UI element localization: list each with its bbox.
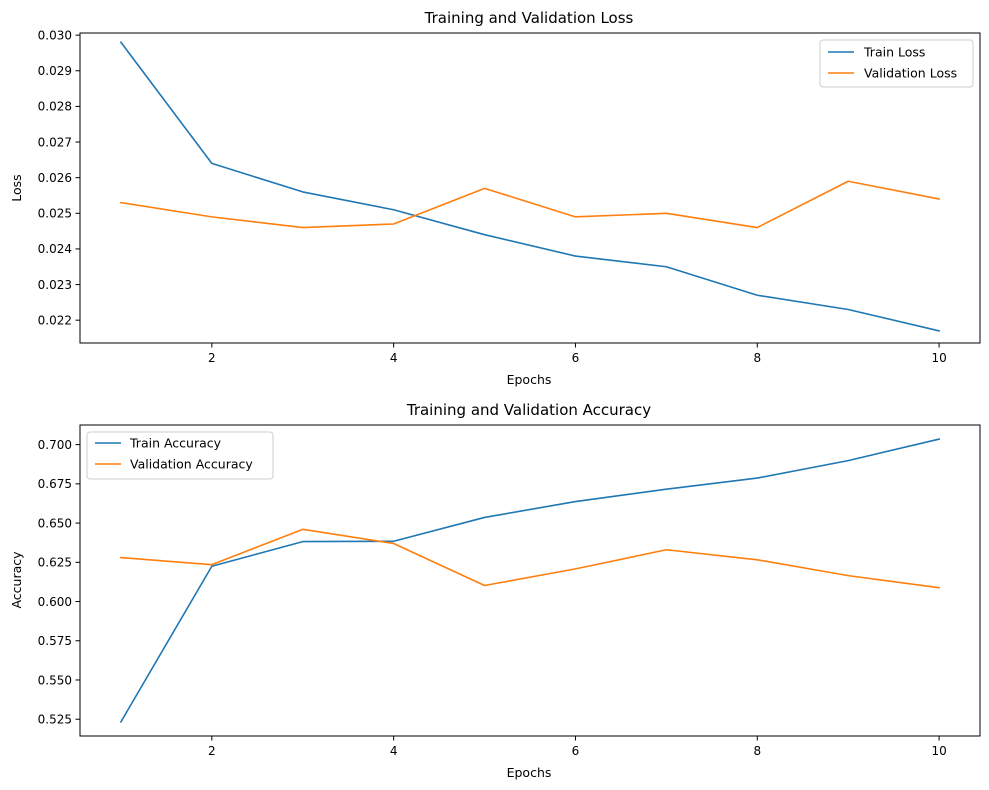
loss-y-tick-label: 0.029 — [38, 64, 72, 78]
loss-chart: Training and Validation Loss 2 4 6 8 10 0.02… — [9, 9, 981, 387]
accuracy-y-tick-label: 0.525 — [38, 713, 72, 727]
accuracy-y-tick-label: 0.700 — [38, 438, 72, 452]
accuracy-legend-box — [86, 431, 274, 480]
loss-plot-area — [119, 41, 941, 332]
loss-train-line — [119, 41, 941, 332]
accuracy-axes-frame — [79, 424, 981, 737]
loss-x-ticks: 2 4 6 8 10 — [208, 343, 947, 365]
loss-y-tick-label: 0.030 — [38, 28, 72, 42]
accuracy-y-tick-label: 0.550 — [38, 673, 72, 687]
loss-chart-title: Training and Validation Loss — [424, 9, 634, 27]
accuracy-chart: Training and Validation Accuracy 2 4 6 8 10 … — [9, 401, 981, 780]
loss-x-axis-label: Epochs — [507, 372, 552, 387]
accuracy-x-tick-label: 10 — [931, 744, 946, 758]
loss-y-ticks: 0.022 0.023 0.024 0.025 0.026 0.027 0.028 0.029… — [38, 28, 80, 327]
loss-y-tick-label: 0.024 — [38, 242, 72, 256]
accuracy-train-line — [119, 438, 941, 723]
accuracy-y-tick-label: 0.675 — [38, 477, 72, 491]
loss-x-tick-label: 6 — [572, 351, 580, 365]
loss-x-tick-label: 2 — [208, 351, 216, 365]
loss-y-tick-label: 0.023 — [38, 278, 72, 292]
accuracy-y-tick-label: 0.650 — [38, 516, 72, 530]
accuracy-x-tick-label: 2 — [208, 744, 216, 758]
accuracy-y-tick-label: 0.600 — [38, 595, 72, 609]
accuracy-validation-line — [120, 528, 940, 589]
loss-x-tick-label: 10 — [931, 351, 946, 365]
accuracy-y-axis-label: Accuracy — [9, 551, 24, 609]
loss-x-tick-label: 4 — [390, 351, 398, 365]
loss-y-tick-label: 0.022 — [38, 313, 72, 327]
accuracy-y-tick-label: 0.625 — [38, 556, 72, 570]
loss-y-tick-label: 0.028 — [38, 100, 72, 114]
accuracy-y-tick-label: 0.575 — [38, 634, 72, 648]
loss-y-axis-label: Loss — [9, 174, 24, 201]
accuracy-legend-label-train: Train Accuracy — [129, 436, 222, 451]
accuracy-x-tick-label: 4 — [390, 744, 398, 758]
loss-validation-line — [119, 180, 941, 229]
loss-legend-label-validation: Validation Loss — [864, 66, 957, 81]
accuracy-chart-title: Training and Validation Accuracy — [406, 401, 651, 419]
accuracy-legend: Train Accuracy Validation Accuracy — [86, 431, 274, 480]
loss-legend-box — [819, 39, 974, 88]
loss-axes-frame — [79, 32, 981, 344]
accuracy-plot-area — [119, 438, 941, 723]
loss-legend-label-train: Train Loss — [863, 45, 925, 60]
accuracy-x-tick-label: 6 — [572, 744, 580, 758]
loss-x-tick-label: 8 — [753, 351, 761, 365]
accuracy-legend-label-validation: Validation Accuracy — [130, 457, 253, 472]
loss-y-tick-label: 0.027 — [38, 135, 72, 149]
loss-y-tick-label: 0.025 — [38, 207, 72, 221]
accuracy-x-axis-label: Epochs — [507, 765, 552, 780]
loss-legend: Train Loss Validation Loss — [819, 39, 974, 88]
accuracy-y-ticks: 0.525 0.550 0.575 0.600 0.625 0.650 0.675 0.700 — [38, 438, 80, 727]
accuracy-x-tick-label: 8 — [753, 744, 761, 758]
loss-y-tick-label: 0.026 — [38, 171, 72, 185]
accuracy-x-ticks: 2 4 6 8 10 — [208, 736, 947, 758]
